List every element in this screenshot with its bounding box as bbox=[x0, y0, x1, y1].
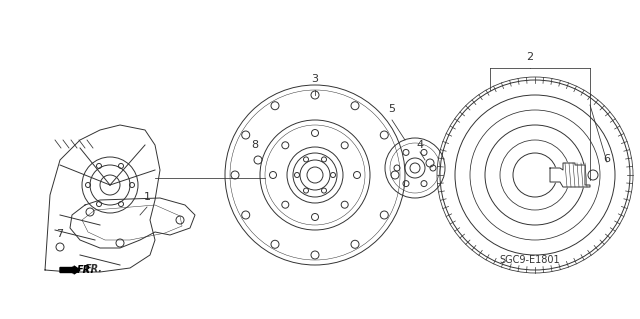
Text: 2: 2 bbox=[527, 52, 534, 62]
Text: FR.: FR. bbox=[85, 264, 103, 274]
Text: SGC9-E1801: SGC9-E1801 bbox=[500, 255, 560, 265]
Text: 7: 7 bbox=[56, 229, 63, 239]
Text: 8: 8 bbox=[252, 140, 259, 150]
Text: 1: 1 bbox=[143, 192, 150, 202]
FancyArrow shape bbox=[60, 266, 80, 274]
Text: 5: 5 bbox=[388, 104, 396, 114]
Text: 6: 6 bbox=[604, 154, 611, 164]
Text: 4: 4 bbox=[417, 140, 424, 150]
Text: 3: 3 bbox=[312, 74, 319, 84]
Polygon shape bbox=[550, 163, 590, 187]
Text: FR.: FR. bbox=[77, 265, 95, 275]
